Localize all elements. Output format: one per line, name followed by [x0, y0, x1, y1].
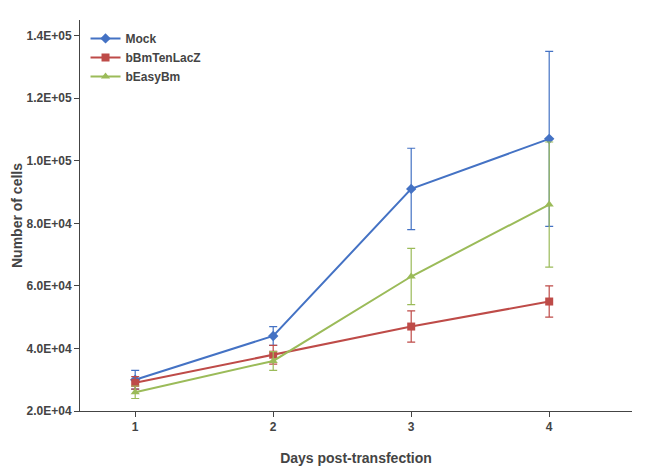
svg-text:Mock: Mock [126, 32, 157, 46]
svg-text:Number of cells: Number of cells [9, 163, 25, 268]
svg-text:4.0E+04: 4.0E+04 [27, 342, 72, 356]
svg-text:1: 1 [132, 420, 139, 434]
svg-text:3: 3 [408, 420, 415, 434]
svg-text:1.4E+05: 1.4E+05 [27, 29, 72, 43]
svg-text:1.0E+05: 1.0E+05 [27, 154, 72, 168]
svg-text:2.0E+04: 2.0E+04 [27, 404, 72, 418]
svg-text:2: 2 [270, 420, 277, 434]
svg-text:1.2E+05: 1.2E+05 [27, 91, 72, 105]
svg-text:bEasyBm: bEasyBm [126, 70, 181, 84]
svg-text:bBmTenLacZ: bBmTenLacZ [126, 51, 201, 65]
svg-text:6.0E+04: 6.0E+04 [27, 279, 72, 293]
svg-text:4: 4 [546, 420, 553, 434]
svg-text:8.0E+04: 8.0E+04 [27, 217, 72, 231]
svg-text:Days post-transfection: Days post-transfection [280, 450, 432, 466]
